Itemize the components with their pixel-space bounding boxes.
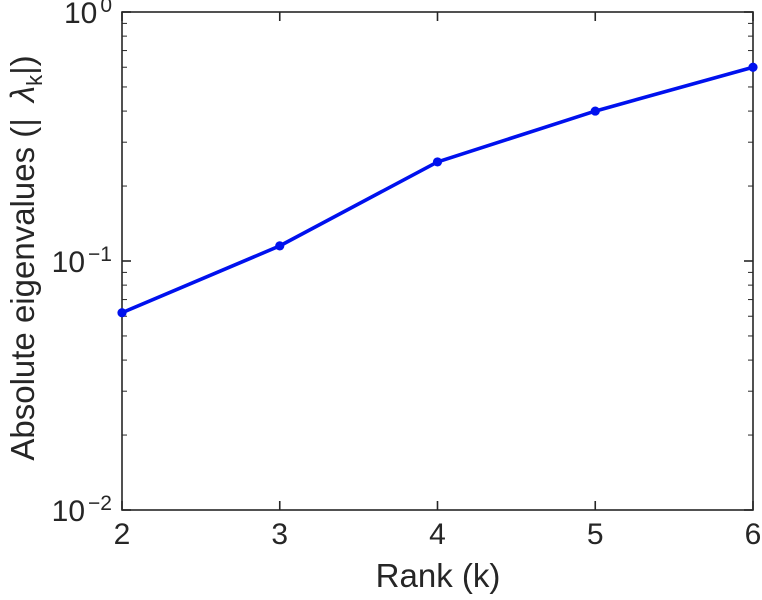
series-line bbox=[120, 65, 755, 315]
x-axis-label-text: Rank (k) bbox=[375, 557, 501, 594]
y-tick-exponent: −2 bbox=[88, 492, 112, 515]
x-tick-label: 5 bbox=[586, 518, 604, 551]
axis-ticks bbox=[121, 11, 754, 511]
y-tick-label: 10 −2 bbox=[0, 493, 112, 527]
y-minor-ticks bbox=[122, 22, 753, 436]
data-point bbox=[275, 241, 285, 251]
lambda-symbol: λ bbox=[4, 85, 42, 103]
data-point bbox=[117, 308, 127, 318]
data-point bbox=[590, 106, 600, 116]
y-tick-base: 10 bbox=[51, 246, 86, 279]
y-tick-base: 10 bbox=[51, 495, 86, 528]
axes-box bbox=[121, 11, 754, 511]
lambda-subscript: k bbox=[21, 74, 47, 86]
y-axis-label-prefix: Absolute eigenvalues (| bbox=[4, 118, 42, 461]
data-point bbox=[748, 62, 758, 72]
x-tick-label: 4 bbox=[429, 518, 446, 551]
x-tick-label: 2 bbox=[113, 518, 131, 551]
y-axis-label-suffix: |) bbox=[4, 55, 42, 75]
x-tick-label: 3 bbox=[271, 518, 289, 551]
data-point bbox=[432, 157, 443, 167]
y-tick-base: 10 bbox=[63, 0, 98, 30]
x-axis-label: Rank (k) bbox=[376, 557, 501, 595]
y-tick-label: 10 0 bbox=[0, 0, 112, 29]
y-tick-exponent: 0 bbox=[100, 0, 112, 17]
y-tick-exponent: −1 bbox=[88, 243, 112, 266]
y-tick-label: 10 −1 bbox=[0, 244, 112, 278]
x-tick-label: 6 bbox=[744, 518, 762, 551]
